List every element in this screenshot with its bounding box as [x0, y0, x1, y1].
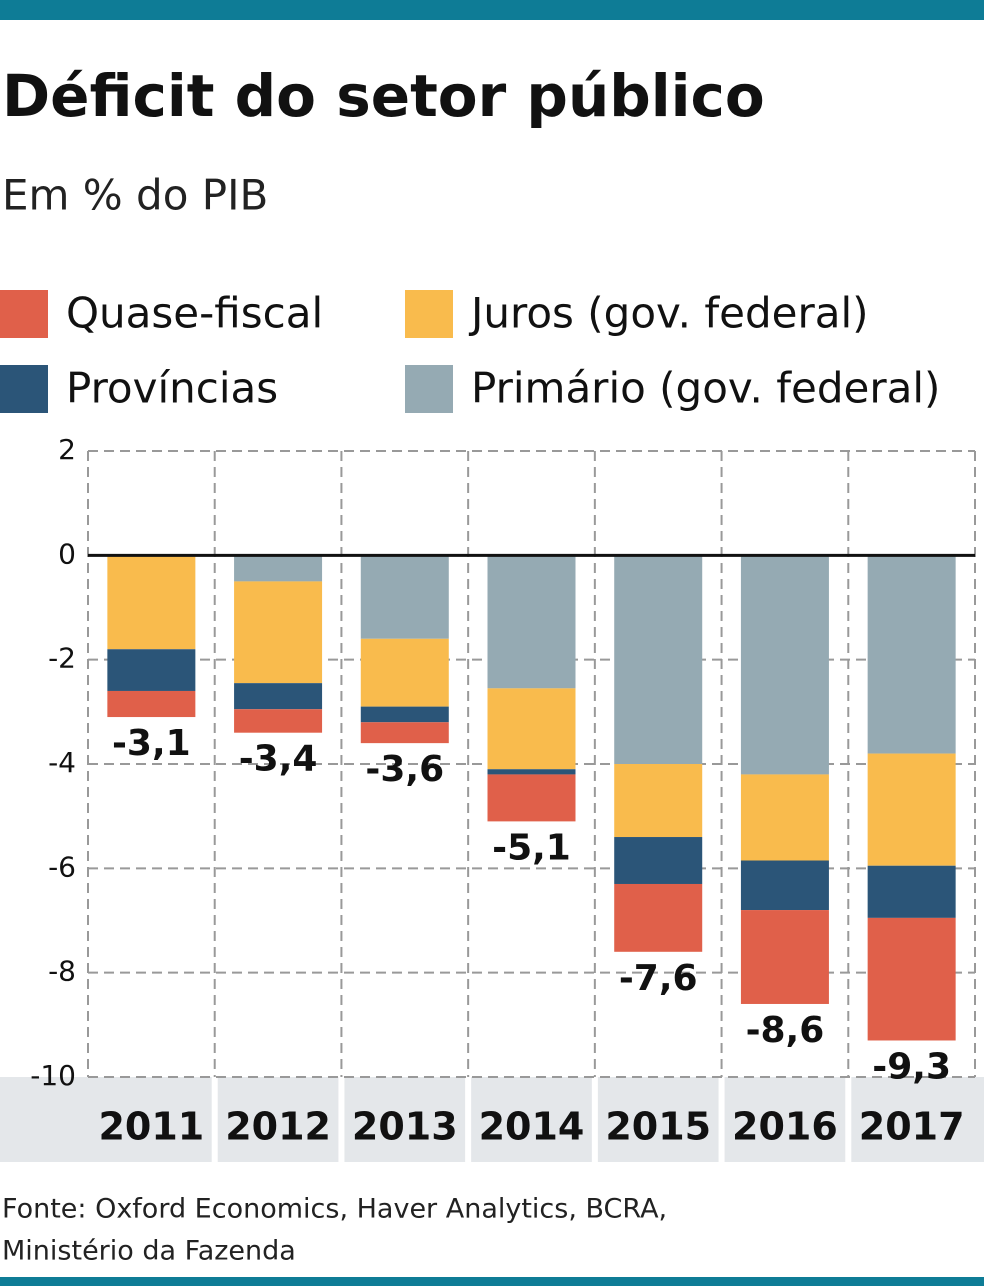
bar-segment — [740, 910, 829, 1004]
legend-label: Primário (gov. federal) — [471, 364, 940, 413]
y-tick-label: -10 — [30, 1059, 76, 1092]
bar-segment — [234, 683, 323, 710]
bar-segment — [487, 774, 576, 822]
bar-segment — [234, 555, 323, 582]
bar-segment — [740, 774, 829, 861]
bar-segment — [614, 764, 703, 838]
chart-title: Déficit do setor público — [2, 62, 765, 130]
x-tick-label: 2014 — [479, 1105, 585, 1149]
bar-segment — [107, 690, 196, 718]
band-separator — [211, 1077, 218, 1162]
legend-label: Quase-fiscal — [66, 289, 323, 338]
bar-segment — [360, 638, 449, 707]
total-label: -8,6 — [746, 1010, 825, 1051]
bar-segment — [360, 706, 449, 723]
bottom-bar — [0, 1277, 984, 1286]
x-tick-label: 2017 — [859, 1105, 965, 1149]
chart-subtitle: Em % do PIB — [2, 171, 268, 220]
bar-segment — [867, 917, 956, 1041]
bar-segment — [234, 709, 323, 733]
band-separator — [338, 1077, 345, 1162]
legend-swatch — [405, 290, 453, 338]
bar-segment — [740, 555, 829, 775]
band-separator — [718, 1077, 725, 1162]
bar-segment — [107, 555, 196, 650]
legend-label: Províncias — [66, 364, 278, 413]
total-label: -7,6 — [619, 958, 698, 999]
bar-segment — [740, 860, 829, 911]
bar-segment — [867, 555, 956, 754]
legend-swatch — [0, 290, 48, 338]
bar-segment — [614, 555, 703, 764]
band-separator — [845, 1077, 852, 1162]
y-tick-label: -2 — [48, 642, 76, 675]
bar-segment — [487, 688, 576, 770]
bar-segment — [234, 581, 323, 684]
total-label: -3,4 — [239, 739, 318, 780]
band-separator — [591, 1077, 598, 1162]
x-axis-band — [0, 1077, 984, 1162]
y-tick-label: 0 — [58, 537, 76, 570]
y-tick-label: -8 — [48, 955, 76, 988]
x-tick-label: 2016 — [732, 1105, 838, 1149]
bar-segment — [107, 649, 196, 691]
x-tick-label: 2013 — [352, 1105, 458, 1149]
total-label: -3,1 — [112, 723, 191, 764]
total-label: -5,1 — [492, 827, 571, 868]
band-separator — [465, 1077, 472, 1162]
bar-segment — [867, 753, 956, 866]
bar-segment — [360, 722, 449, 744]
bar-segment — [487, 769, 576, 775]
legend-label: Juros (gov. federal) — [468, 289, 869, 338]
source: Fonte: Oxford Economics, Haver Analytics… — [2, 1194, 667, 1225]
legend-swatch — [405, 365, 453, 413]
x-tick-label: 2011 — [98, 1105, 204, 1149]
bar-segment — [487, 555, 576, 689]
y-tick-label: 2 — [58, 433, 76, 466]
x-tick-label: 2012 — [225, 1105, 331, 1149]
bar-segment — [360, 555, 449, 639]
top-bar — [0, 0, 984, 20]
bar-segment — [614, 837, 703, 884]
total-label: -9,3 — [872, 1046, 951, 1087]
bar-segment — [867, 865, 956, 918]
y-tick-label: -4 — [48, 746, 76, 779]
x-tick-label: 2015 — [605, 1105, 711, 1149]
legend-swatch — [0, 365, 48, 413]
bar-segment — [614, 883, 703, 952]
y-tick-label: -6 — [48, 850, 76, 883]
total-label: -3,6 — [365, 749, 444, 790]
source: Ministério da Fazenda — [2, 1236, 296, 1267]
